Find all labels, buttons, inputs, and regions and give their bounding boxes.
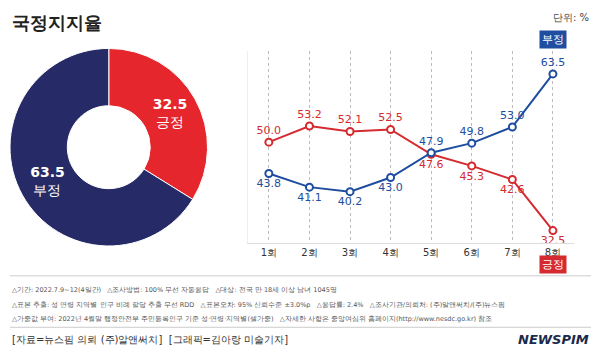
svg-text:국정지지율: 국정지지율 — [12, 12, 102, 33]
svg-text:[자료=뉴스핌 의뢰 (주)알앤써치] [그래픽=김아랑: [자료=뉴스핌 의뢰 (주)알앤써치] [그래픽=김아랑 미술기자] — [12, 334, 288, 345]
svg-text:63.5부정: 63.5부정 — [30, 164, 65, 198]
svg-text:부정: 부정 — [542, 33, 564, 46]
svg-text:49.8: 49.8 — [460, 125, 485, 138]
svg-text:△가중값 부여: 2022년 4월말 행정안전부 주민등록인: △가중값 부여: 2022년 4월말 행정안전부 주민등록인구 기준 성·연령·… — [12, 315, 492, 323]
svg-text:1회: 1회 — [261, 247, 277, 258]
svg-text:52.5: 52.5 — [378, 111, 403, 124]
svg-text:32.5: 32.5 — [541, 234, 566, 247]
svg-text:8회: 8회 — [545, 247, 561, 258]
svg-text:45.3: 45.3 — [460, 170, 485, 183]
svg-text:6회: 6회 — [464, 247, 480, 258]
svg-text:53.2: 53.2 — [297, 108, 322, 121]
svg-text:7회: 7회 — [504, 247, 520, 258]
svg-text:53.0: 53.0 — [500, 109, 525, 122]
svg-text:△표본 추출: 성 연령 지역별 인구 비례 할당 추출 무: △표본 추출: 성 연령 지역별 인구 비례 할당 추출 무선 RDD △표본오… — [12, 301, 505, 309]
svg-text:43.8: 43.8 — [257, 177, 282, 190]
svg-text:47.9: 47.9 — [419, 135, 444, 148]
svg-text:32.5긍정: 32.5긍정 — [153, 96, 188, 130]
svg-text:5회: 5회 — [423, 247, 439, 258]
svg-text:2회: 2회 — [301, 247, 317, 258]
svg-text:40.2: 40.2 — [338, 195, 363, 208]
svg-text:3회: 3회 — [342, 247, 358, 258]
svg-text:52.1: 52.1 — [338, 113, 363, 126]
svg-text:4회: 4회 — [382, 247, 398, 258]
svg-text:41.1: 41.1 — [297, 191, 322, 204]
svg-text:47.6: 47.6 — [419, 158, 444, 171]
svg-text:43.0: 43.0 — [378, 181, 403, 194]
svg-text:NEWSPIM: NEWSPIM — [518, 332, 589, 347]
svg-text:긍정: 긍정 — [542, 258, 564, 271]
svg-text:42.6: 42.6 — [500, 183, 525, 196]
svg-text:50.0: 50.0 — [257, 124, 282, 137]
svg-text:△기간: 2022.7.9~12(4일간) △조사방법:: △기간: 2022.7.9~12(4일간) △조사방법: 100% 무선 자동응… — [12, 286, 337, 294]
svg-text:63.5: 63.5 — [541, 56, 566, 69]
svg-text:단위: %: 단위: % — [553, 12, 589, 23]
